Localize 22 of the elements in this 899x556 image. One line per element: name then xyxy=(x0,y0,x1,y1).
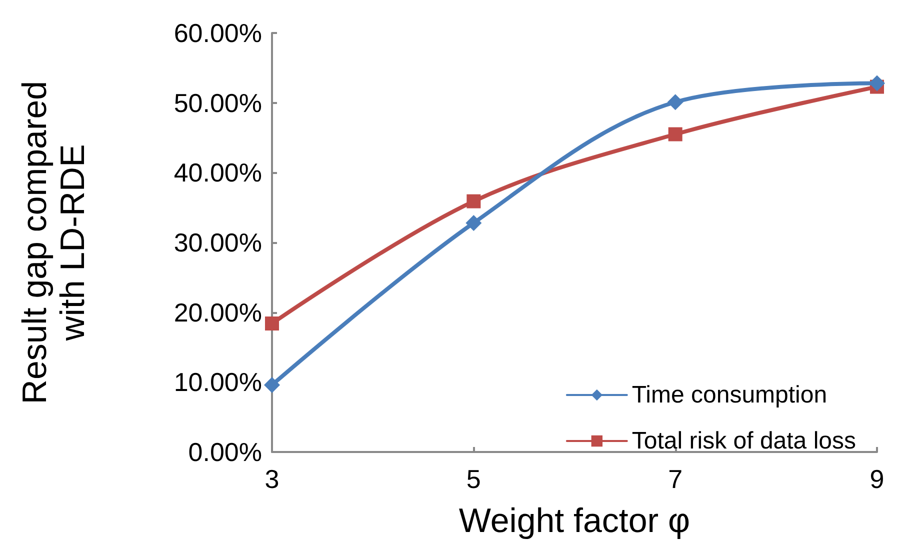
point xyxy=(668,127,682,142)
y-tick-label: 10.00% xyxy=(174,367,262,398)
y-tick-label: 60.00% xyxy=(174,18,262,48)
x-tick-label: 9 xyxy=(870,464,884,494)
x-tick-label: 3 xyxy=(264,464,280,494)
y-tick-label: 40.00% xyxy=(174,158,262,188)
y-axis-title: Result gap compared with LD-RDE xyxy=(16,80,92,404)
y-tick-label: 0.00% xyxy=(188,437,262,467)
point xyxy=(466,214,482,231)
point xyxy=(264,376,280,393)
legend-label: Total risk of data loss xyxy=(632,428,856,454)
y-tick-label: 20.00% xyxy=(174,297,262,328)
point xyxy=(265,316,279,331)
point xyxy=(869,75,885,92)
x-tick-label: 5 xyxy=(466,464,481,494)
x-axis-title: Weight factor φ xyxy=(458,502,690,540)
y-tick-label: 30.00% xyxy=(174,228,262,258)
point xyxy=(667,94,684,110)
x-tick-label: 7 xyxy=(668,464,683,494)
point xyxy=(466,194,481,208)
legend-label: Time consumption xyxy=(632,382,828,408)
y-tick-label: 50.00% xyxy=(174,88,262,118)
